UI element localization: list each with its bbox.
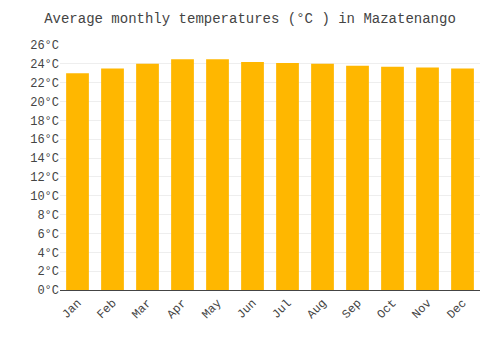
svg-text:May: May [199,297,224,322]
svg-text:Nov: Nov [409,297,434,322]
svg-text:24°C: 24°C [30,58,59,72]
svg-text:14°C: 14°C [30,152,59,166]
svg-text:Dec: Dec [444,297,469,322]
svg-text:4°C: 4°C [37,247,59,261]
svg-text:Jun: Jun [234,297,259,322]
svg-text:2°C: 2°C [37,265,59,279]
svg-text:20°C: 20°C [30,96,59,110]
svg-text:Jan: Jan [59,297,84,322]
svg-text:Apr: Apr [164,297,189,322]
svg-text:6°C: 6°C [37,228,59,242]
svg-text:22°C: 22°C [30,77,59,91]
svg-text:Feb: Feb [94,297,119,322]
svg-text:8°C: 8°C [37,209,59,223]
svg-text:10°C: 10°C [30,190,59,204]
svg-text:Sep: Sep [339,297,364,322]
svg-text:Oct: Oct [374,297,399,322]
svg-text:16°C: 16°C [30,133,59,147]
svg-text:0°C: 0°C [37,284,59,298]
svg-text:Average monthly temperatures (: Average monthly temperatures (°C ) in Ma… [44,11,456,27]
svg-text:18°C: 18°C [30,115,59,129]
svg-text:Mar: Mar [129,297,154,322]
svg-text:Jul: Jul [269,297,294,322]
svg-text:Aug: Aug [304,297,329,322]
svg-text:26°C: 26°C [30,39,59,53]
svg-text:12°C: 12°C [30,171,59,185]
